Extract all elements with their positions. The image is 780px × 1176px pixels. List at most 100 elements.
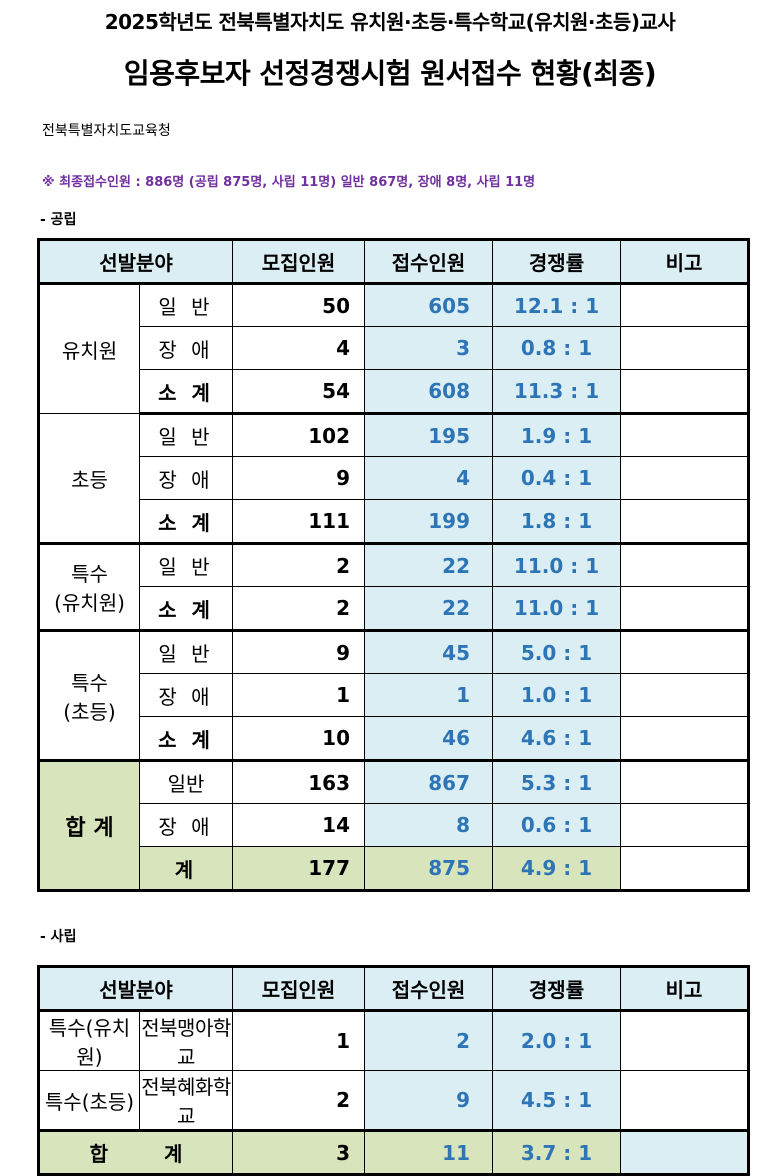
quota-value: 9 (232, 456, 366, 500)
col-applied: 접수인원 (364, 965, 494, 1012)
school-name: 전북혜화학교 (138, 1070, 234, 1131)
applied-value: 605 (364, 283, 494, 327)
quota-value: 177 (232, 846, 366, 892)
total-label-a: 합 (89, 1142, 109, 1166)
quota-value: 2 (232, 586, 366, 632)
sub-label: 일 반 (138, 413, 234, 457)
remarks-cell (620, 673, 751, 717)
group-special-kindergarten: 특수 (유치원) (37, 543, 140, 632)
applied-value: 22 (364, 586, 494, 632)
group-special-elementary: 특수 (초등) (37, 630, 140, 762)
table-row: 특수(초등) 전북혜화학교 2 9 4.5 : 1 (37, 1070, 751, 1131)
table-row: 장 애 1 1 1.0 : 1 (39, 673, 751, 717)
sub-label: 장 애 (138, 456, 234, 500)
quota-value: 14 (232, 803, 366, 847)
table-row: 소 계 111 199 1.8 : 1 (39, 499, 751, 545)
private-section-label: - 사립 (40, 929, 77, 945)
rate-value: 0.8 : 1 (492, 326, 622, 370)
remarks-cell (620, 1129, 751, 1176)
quota-value: 10 (232, 716, 366, 762)
remarks-cell (620, 499, 751, 545)
sub-label: 계 (138, 846, 234, 892)
col-quota: 모집인원 (232, 965, 366, 1012)
applied-value: 3 (364, 326, 494, 370)
group-name-line2: (유치원) (54, 591, 125, 615)
rate-value: 1.8 : 1 (492, 499, 622, 545)
total-label: 합 계 (36, 1129, 234, 1176)
remarks-cell (620, 1010, 751, 1071)
field-name: 특수(초등) (37, 1070, 140, 1131)
table-row: 유치원 일 반 50 605 12.1 : 1 (37, 283, 751, 414)
applied-value: 199 (364, 499, 494, 545)
applied-value: 4 (364, 456, 494, 500)
sub-label: 소 계 (138, 716, 234, 762)
quota-value: 2 (232, 1070, 366, 1131)
remarks-cell (620, 1070, 751, 1131)
remarks-cell (620, 283, 751, 327)
group-name-line1: 특수 (71, 670, 108, 695)
applied-value: 195 (364, 413, 494, 457)
public-table: 선발분야 모집인원 접수인원 경쟁률 비고 유치원 일 반 50 605 12.… (36, 238, 751, 892)
group-total: 합 계 (37, 760, 140, 892)
quota-value: 163 (232, 760, 366, 804)
remarks-cell (620, 630, 751, 674)
applied-value: 22 (364, 543, 494, 587)
rate-value: 5.3 : 1 (492, 760, 622, 804)
public-section-label: - 공립 (40, 212, 77, 228)
rate-value: 11.3 : 1 (492, 369, 622, 415)
sub-label: 일 반 (138, 543, 234, 587)
remarks-cell (620, 369, 751, 415)
col-rate: 경쟁률 (492, 965, 622, 1012)
table-row: 합 계 일반 163 867 5.3 : 1 (37, 760, 751, 892)
table-row: 장 애 9 4 0.4 : 1 (39, 456, 751, 500)
col-rate: 경쟁률 (492, 238, 622, 285)
table-row: 장 애 4 3 0.8 : 1 (39, 326, 751, 370)
rate-value: 11.0 : 1 (492, 586, 622, 632)
rate-value: 1.9 : 1 (492, 413, 622, 457)
rate-value: 2.0 : 1 (492, 1010, 622, 1071)
total-label-b: 계 (163, 1142, 183, 1166)
rate-value: 4.9 : 1 (492, 846, 622, 892)
col-remarks: 비고 (620, 238, 751, 285)
quota-value: 102 (232, 413, 366, 457)
col-quota: 모집인원 (232, 238, 366, 285)
applied-value: 11 (364, 1129, 494, 1176)
remarks-cell (620, 760, 751, 804)
remarks-cell (620, 586, 751, 632)
private-total-row: 합 계 3 11 3.7 : 1 (36, 1129, 751, 1176)
group-name-line1: 특수 (71, 562, 108, 586)
rate-value: 11.0 : 1 (492, 543, 622, 587)
group-kindergarten: 유치원 (37, 283, 140, 414)
sub-label: 소 계 (138, 369, 234, 415)
rate-value: 1.0 : 1 (492, 673, 622, 717)
quota-value: 50 (232, 283, 366, 327)
organization-name: 전북특별자치도교육청 (42, 123, 171, 139)
sub-label: 소 계 (138, 586, 234, 632)
rate-value: 0.6 : 1 (492, 803, 622, 847)
remarks-cell (620, 413, 751, 457)
applied-value: 1 (364, 673, 494, 717)
table-row: 계 177 875 4.9 : 1 (39, 846, 751, 892)
quota-value: 111 (232, 499, 366, 545)
rate-value: 0.4 : 1 (492, 456, 622, 500)
public-header-row: 선발분야 모집인원 접수인원 경쟁률 비고 (36, 238, 751, 285)
col-field: 선발분야 (36, 965, 234, 1012)
applied-value: 2 (364, 1010, 494, 1071)
sub-label: 일 반 (138, 283, 234, 327)
remarks-cell (620, 846, 751, 892)
quota-value: 54 (232, 369, 366, 415)
table-row: 소 계 2 22 11.0 : 1 (39, 586, 751, 632)
private-header-row: 선발분야 모집인원 접수인원 경쟁률 비고 (36, 965, 751, 1012)
applied-value: 875 (364, 846, 494, 892)
group-elementary: 초등 (37, 413, 140, 545)
applied-value: 867 (364, 760, 494, 804)
quota-value: 1 (232, 1010, 366, 1071)
sub-label: 장 애 (138, 803, 234, 847)
summary-note: ※ 최종접수인원 : 886명 (공립 875명, 사립 11명) 일반 867… (42, 175, 536, 190)
remarks-cell (620, 456, 751, 500)
table-row: 특수(유치원) 전북맹아학교 1 2 2.0 : 1 (37, 1010, 751, 1071)
group-name-line2: (초등) (63, 699, 116, 724)
rate-value: 3.7 : 1 (492, 1129, 622, 1176)
col-remarks: 비고 (620, 965, 751, 1012)
rate-value: 5.0 : 1 (492, 630, 622, 674)
